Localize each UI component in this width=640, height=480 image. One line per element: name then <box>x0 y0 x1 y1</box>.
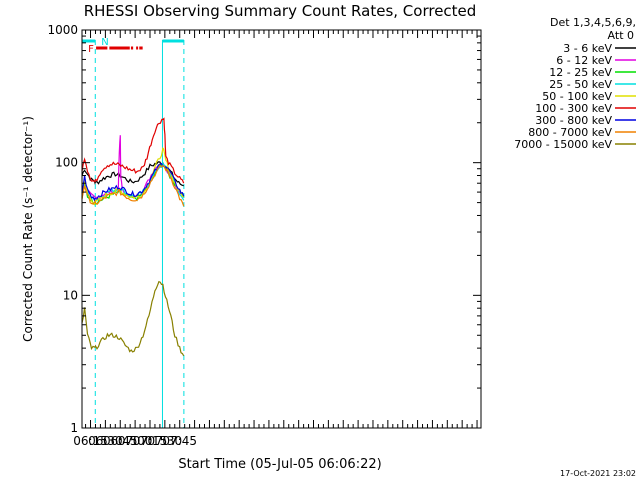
y-axis-label: Corrected Count Rate (s⁻¹ detector⁻¹) <box>21 116 35 342</box>
footer-timestamp: 17-Oct-2021 23:02 <box>560 469 636 478</box>
series-line-50-100-keV <box>81 146 184 206</box>
x-tick-label: 07:00 <box>118 434 153 448</box>
series-line-800-7000-keV <box>81 164 185 207</box>
series-line-7000-15000-keV <box>81 280 185 357</box>
legend-header-1: Det 1,3,4,5,6,9, <box>550 16 636 29</box>
legend-entry: 12 - 25 keV <box>549 66 612 79</box>
x-tick-label: 06:15 <box>73 434 108 448</box>
legend-entry: 300 - 800 keV <box>535 114 612 127</box>
chart-title: RHESSI Observing Summary Count Rates, Co… <box>84 2 477 20</box>
legend-entry: 25 - 50 keV <box>549 78 612 91</box>
legend-entry: 50 - 100 keV <box>542 90 612 103</box>
night-flag-label: N <box>101 37 108 48</box>
x-tick-label: 06:45 <box>103 434 138 448</box>
y-tick-label: 1000 <box>47 23 78 37</box>
legend-entry: 3 - 6 keV <box>563 42 612 55</box>
plot-frame <box>81 29 482 429</box>
flare-flag-label: F <box>88 44 94 55</box>
series-line-100-300-keV <box>81 117 185 184</box>
y-tick-label: 100 <box>55 156 78 170</box>
legend-entry: 7000 - 15000 keV <box>514 138 612 151</box>
x-axis-label: Start Time (05-Jul-05 06:06:22) <box>178 457 381 472</box>
legend-header-2: Att 0 <box>608 29 634 42</box>
y-axis-label-text: Corrected Count Rate (s⁻¹ detector⁻¹) <box>21 116 35 342</box>
y-tick-label: 1 <box>70 421 78 435</box>
x-tick-label: 07:45 <box>162 434 197 448</box>
x-tick-label: 07:15 <box>133 434 168 448</box>
y-tick-label: 10 <box>63 288 78 302</box>
legend-entry: 6 - 12 keV <box>556 54 612 67</box>
x-tick-label: 06:30 <box>88 434 123 448</box>
legend-entry: 100 - 300 keV <box>535 102 612 115</box>
x-tick-label: 07:30 <box>148 434 183 448</box>
series-line-300-800-keV <box>81 162 185 202</box>
legend-entry: 800 - 7000 keV <box>528 126 612 139</box>
